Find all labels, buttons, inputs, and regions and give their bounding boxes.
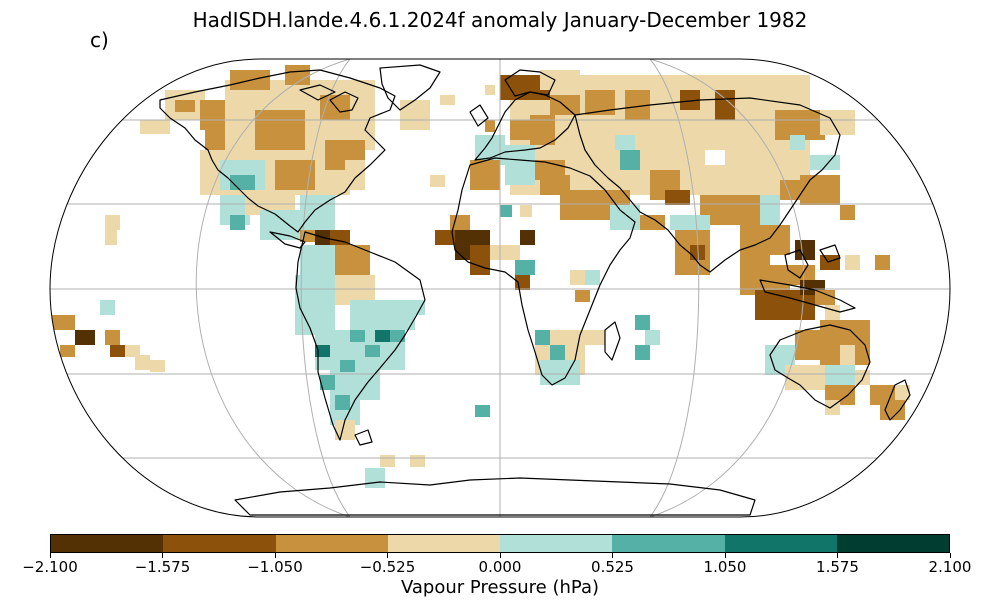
- colorbar-tick-label: −1.050: [247, 558, 303, 576]
- colorbar-segment-4: [500, 535, 613, 552]
- colorbar-segment-2: [275, 535, 388, 552]
- panel-label: c): [90, 28, 109, 52]
- south-america-cells: [295, 245, 425, 488]
- colorbar-tick-mark: [837, 553, 838, 558]
- colorbar-segment-1: [163, 535, 276, 552]
- colorbar-tick-label: 1.050: [703, 558, 747, 576]
- colorbar-tick-label: −2.100: [22, 558, 78, 576]
- colorbar-segment-7: [836, 535, 949, 552]
- colorbar-tick-mark: [612, 553, 613, 558]
- anomaly-grid: [50, 65, 910, 488]
- colorbar-segment-5: [612, 535, 725, 552]
- colorbar-tick-mark: [49, 553, 51, 558]
- globe-outline: [49, 58, 951, 518]
- colorbar-tick-label: 1.575: [816, 558, 859, 576]
- colorbar-tick-mark: [949, 553, 951, 558]
- colorbar: [50, 534, 950, 553]
- coastlines: [159, 64, 911, 516]
- colorbar-segment-0: [51, 535, 164, 552]
- africa-cells: [435, 205, 660, 385]
- graticule: [50, 59, 950, 517]
- colorbar-tick-mark: [162, 553, 163, 558]
- north-america-cells: [105, 65, 375, 245]
- australia-cells: [765, 320, 910, 420]
- colorbar-segment-3: [387, 535, 500, 552]
- colorbar-tick-label: 2.100: [928, 558, 972, 576]
- eurasia-cells: [470, 70, 890, 320]
- colorbar-tick-label: 0.000: [478, 558, 522, 576]
- colorbar-tick-mark: [274, 553, 276, 558]
- colorbar-tick-mark: [499, 553, 501, 558]
- colorbar-tick-mark: [724, 553, 726, 558]
- colorbar-label: Vapour Pressure (hPa): [400, 577, 600, 598]
- colorbar-tick-label: −1.575: [134, 558, 191, 576]
- pacific-cells: [50, 300, 165, 372]
- map-title: HadISDH.lande.4.6.1.2024f anomaly Januar…: [192, 8, 808, 32]
- colorbar-tick-label: 0.525: [591, 558, 634, 576]
- colorbar-segment-6: [724, 535, 837, 552]
- colorbar-tick-mark: [387, 553, 388, 558]
- world-map: [49, 58, 951, 518]
- colorbar-tick-label: −0.525: [359, 558, 416, 576]
- atlantic-cells: [400, 85, 495, 417]
